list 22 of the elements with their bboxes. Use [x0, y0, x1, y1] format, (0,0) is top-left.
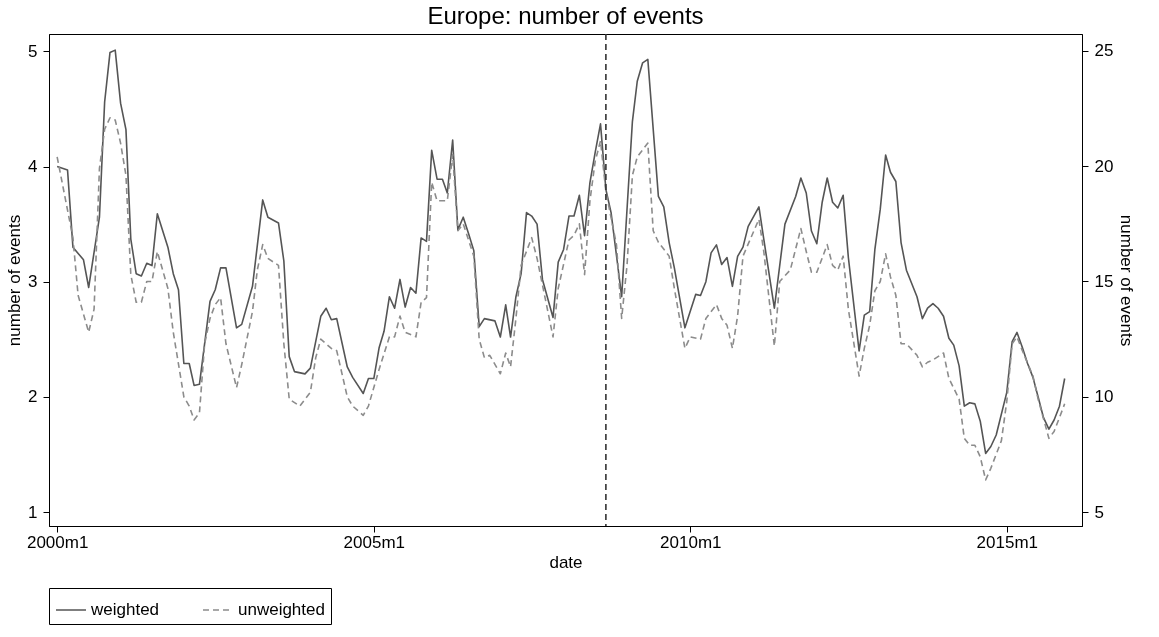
y-tick-label: 1 — [28, 502, 38, 522]
y-tick-label: 4 — [28, 157, 38, 177]
line-series — [56, 49, 1066, 455]
y2-tick-label: 5 — [1094, 502, 1104, 522]
x-tick-label: 2010m1 — [660, 532, 722, 552]
x-tick-label: 2005m1 — [343, 532, 406, 552]
y2-tick-label: 10 — [1094, 387, 1114, 407]
y-tick-label: 2 — [28, 387, 38, 407]
x-axis-title: date — [549, 552, 583, 572]
x-tick-label: 2000m1 — [26, 532, 89, 552]
y2-tick-label: 20 — [1094, 156, 1114, 176]
line-series — [56, 116, 1066, 481]
chart-title: Europe: number of events — [427, 2, 704, 30]
y2-tick-label: 25 — [1094, 41, 1114, 61]
y2-tick-label: 15 — [1094, 272, 1114, 291]
legend-label: weighted — [90, 600, 160, 619]
y-axis-title: number of events — [5, 214, 25, 347]
y-tick-label: 5 — [28, 41, 38, 61]
y-tick-label: 3 — [28, 272, 38, 292]
x-tick-label: 2015m1 — [976, 532, 1038, 552]
y2-axis-title: number of events — [1117, 214, 1137, 347]
legend-label: unweighted — [238, 600, 325, 619]
